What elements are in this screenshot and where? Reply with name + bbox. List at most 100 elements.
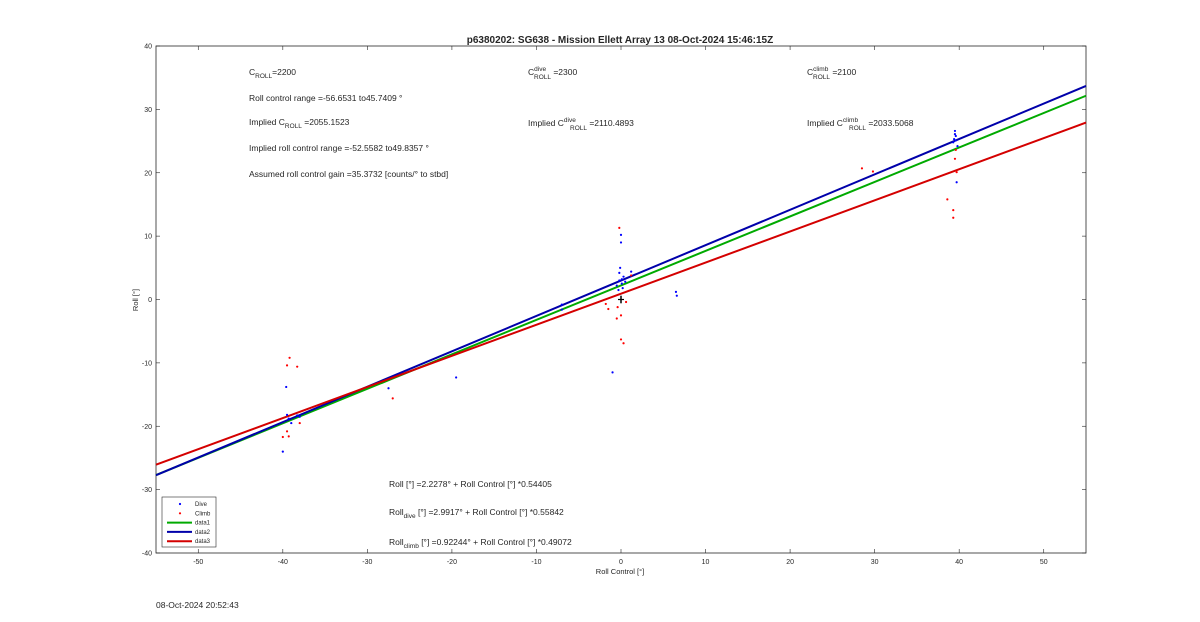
y-axis-label: Roll [°] <box>131 289 140 311</box>
implied-c-dive-annotation: Implied Cdive ROLL =2110.4893 <box>528 117 634 132</box>
dive-point <box>630 270 633 273</box>
legend-label: data1 <box>195 521 211 527</box>
dive-point <box>285 385 288 389</box>
dive-point <box>621 286 624 290</box>
x-tick-label: 50 <box>1040 559 1048 566</box>
c-roll-value: =2200 <box>272 67 296 77</box>
legend-marker-dive <box>178 502 182 506</box>
c-dive-annotation: Cdive ROLL =2300 <box>528 66 577 81</box>
y-tick-label: -30 <box>142 487 152 494</box>
implied-c-climb-annotation: Implied Cclimb ROLL =2033.5068 <box>807 117 914 132</box>
implied-c-dive-subscript: ROLL <box>570 125 587 132</box>
c-dive-letter: C <box>528 67 534 77</box>
dive-point <box>560 308 563 311</box>
y-tick-label: -40 <box>142 551 152 558</box>
dive-point <box>281 450 284 453</box>
y-tick-label: -10 <box>142 360 152 367</box>
legend-label: Dive <box>195 502 208 508</box>
dive-point <box>617 288 620 292</box>
center-marker <box>618 295 624 304</box>
x-tick-label: 30 <box>871 559 879 566</box>
climb-point <box>607 307 610 311</box>
implied-c-climb-label: Implied C <box>807 118 843 128</box>
dive-point <box>620 282 623 285</box>
y-tick-label: 20 <box>144 170 152 177</box>
climb-point <box>952 209 955 212</box>
x-tick-label: 40 <box>955 559 963 566</box>
dive-point <box>674 290 678 293</box>
climb-point <box>946 198 949 201</box>
dive-point <box>675 294 678 297</box>
climb-point <box>298 421 301 425</box>
implied-c-climb-value: =2033.5068 <box>866 118 914 128</box>
dive-point <box>952 141 955 144</box>
roll-control-range-annotation: Roll control range =-56.6531 to45.7409 ° <box>249 93 402 103</box>
dive-point <box>619 266 622 269</box>
fit-dive-equation: Rolldive [°] =2.9917° + Roll Control [°]… <box>389 507 564 520</box>
dive-point <box>619 241 623 244</box>
fit-all-equation: Roll [°] =2.2278° + Roll Control [°] *0.… <box>389 479 552 489</box>
c-climb-value: =2100 <box>830 67 857 77</box>
y-tick-label: 30 <box>144 107 152 114</box>
x-tick-label: 20 <box>786 559 794 566</box>
c-dive-subscript: ROLL <box>534 74 551 81</box>
c-climb-annotation: Cclimb ROLL =2100 <box>807 66 856 81</box>
c-climb-superscript: climb <box>813 66 829 73</box>
y-tick-label: 0 <box>148 297 152 304</box>
climb-point <box>281 435 284 439</box>
dive-point <box>615 284 618 287</box>
fit-line-data3 <box>155 121 1087 466</box>
x-tick-label: -40 <box>278 559 288 566</box>
c-climb-subscript: ROLL <box>813 74 830 81</box>
dive-point <box>620 278 623 281</box>
implied-c-climb-superscript: climb <box>843 117 859 124</box>
c-dive-superscript: dive <box>534 66 546 73</box>
dive-point <box>290 421 293 425</box>
climb-point <box>391 397 394 400</box>
x-tick-label: -50 <box>193 559 203 566</box>
dive-point <box>956 145 959 148</box>
climb-point <box>288 356 291 359</box>
climb-point <box>954 148 957 152</box>
dive-point <box>619 233 623 236</box>
climb-point <box>615 317 618 320</box>
dive-point <box>560 303 563 306</box>
dive-point <box>622 275 625 278</box>
c-climb-letter: C <box>807 67 813 77</box>
gain-annotation: Assumed roll control gain =35.3732 [coun… <box>249 169 448 179</box>
dive-point <box>618 271 621 274</box>
dive-point <box>618 279 621 282</box>
implied-c-dive-label: Implied C <box>528 118 564 128</box>
legend: Dive Climb data1 data2 data3 <box>161 496 217 548</box>
climb-point <box>953 157 957 160</box>
plot-area: -50 -40 -30 -20 -10 0 10 20 30 40 50 -40 -30 -20 -10 0 1… <box>142 44 1087 566</box>
c-roll-subscript: ROLL <box>255 73 272 80</box>
fit-climb-roll: Roll <box>389 537 404 547</box>
fit-dive-subscript: dive <box>404 513 416 520</box>
climb-point <box>618 226 621 229</box>
implied-c-roll-annotation: Implied CROLL =2055.1523 <box>249 117 350 130</box>
climb-point <box>955 171 958 174</box>
dive-point <box>624 280 627 283</box>
climb-point <box>622 342 625 345</box>
dive-point <box>287 417 290 420</box>
c-roll-annotation: CROLL=2200 <box>249 67 296 80</box>
axis-ticks: -50 -40 -30 -20 -10 0 10 20 30 40 50 -40 -30 -20 -10 0 1… <box>142 44 1086 566</box>
dive-point <box>285 413 289 416</box>
implied-c-dive-superscript: dive <box>564 117 576 124</box>
c-dive-value: =2300 <box>551 67 578 77</box>
fit-line-data1 <box>155 94 1087 476</box>
x-tick-label: 0 <box>619 559 623 566</box>
climb-point <box>952 216 955 219</box>
climb-point <box>296 365 299 368</box>
implied-c-climb-subscript: ROLL <box>849 125 866 132</box>
fit-climb-equation: Rollclimb [°] =0.92244° + Roll Control [… <box>389 537 572 550</box>
climb-point <box>860 167 864 170</box>
implied-c-roll-subscript: ROLL <box>285 123 302 130</box>
climb-point <box>619 314 623 317</box>
fit-dive-roll: Roll <box>389 507 404 517</box>
legend-marker-climb <box>178 512 182 515</box>
climb-point <box>616 306 619 309</box>
legend-label: data2 <box>195 530 211 536</box>
